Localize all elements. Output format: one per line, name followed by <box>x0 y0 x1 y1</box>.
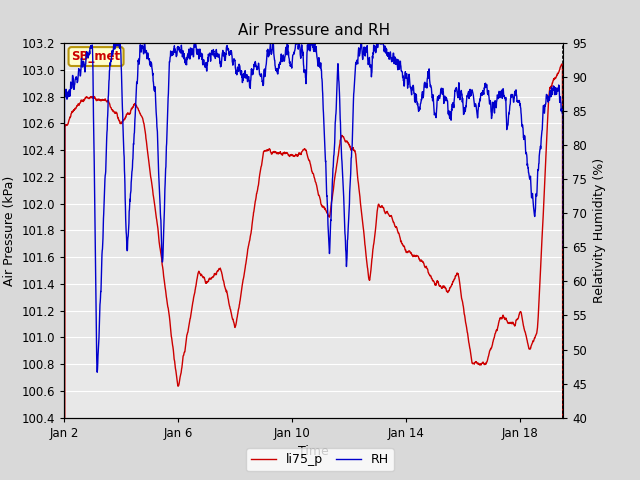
RH <box>86 48 93 54</box>
li75_p <box>303 150 310 156</box>
RH <box>308 31 316 37</box>
RH <box>545 94 552 99</box>
Title: Air Pressure and RH: Air Pressure and RH <box>237 23 390 38</box>
RH <box>559 246 567 252</box>
RH <box>303 61 310 67</box>
li75_p <box>545 96 552 101</box>
RH <box>545 96 553 102</box>
li75_p <box>545 100 552 106</box>
RH <box>290 51 298 57</box>
Legend: li75_p, RH: li75_p, RH <box>246 448 394 471</box>
li75_p <box>559 415 567 420</box>
Line: RH: RH <box>64 34 563 392</box>
Y-axis label: Air Pressure (kPa): Air Pressure (kPa) <box>3 175 16 286</box>
li75_p <box>558 61 566 67</box>
X-axis label: Time: Time <box>298 445 329 458</box>
Y-axis label: Relativity Humidity (%): Relativity Humidity (%) <box>593 158 605 303</box>
li75_p <box>60 415 68 420</box>
RH <box>60 389 68 395</box>
li75_p <box>86 96 93 101</box>
Line: li75_p: li75_p <box>64 64 563 418</box>
li75_p <box>453 270 461 276</box>
Text: SB_met: SB_met <box>72 50 120 63</box>
li75_p <box>290 153 298 159</box>
RH <box>454 92 461 97</box>
